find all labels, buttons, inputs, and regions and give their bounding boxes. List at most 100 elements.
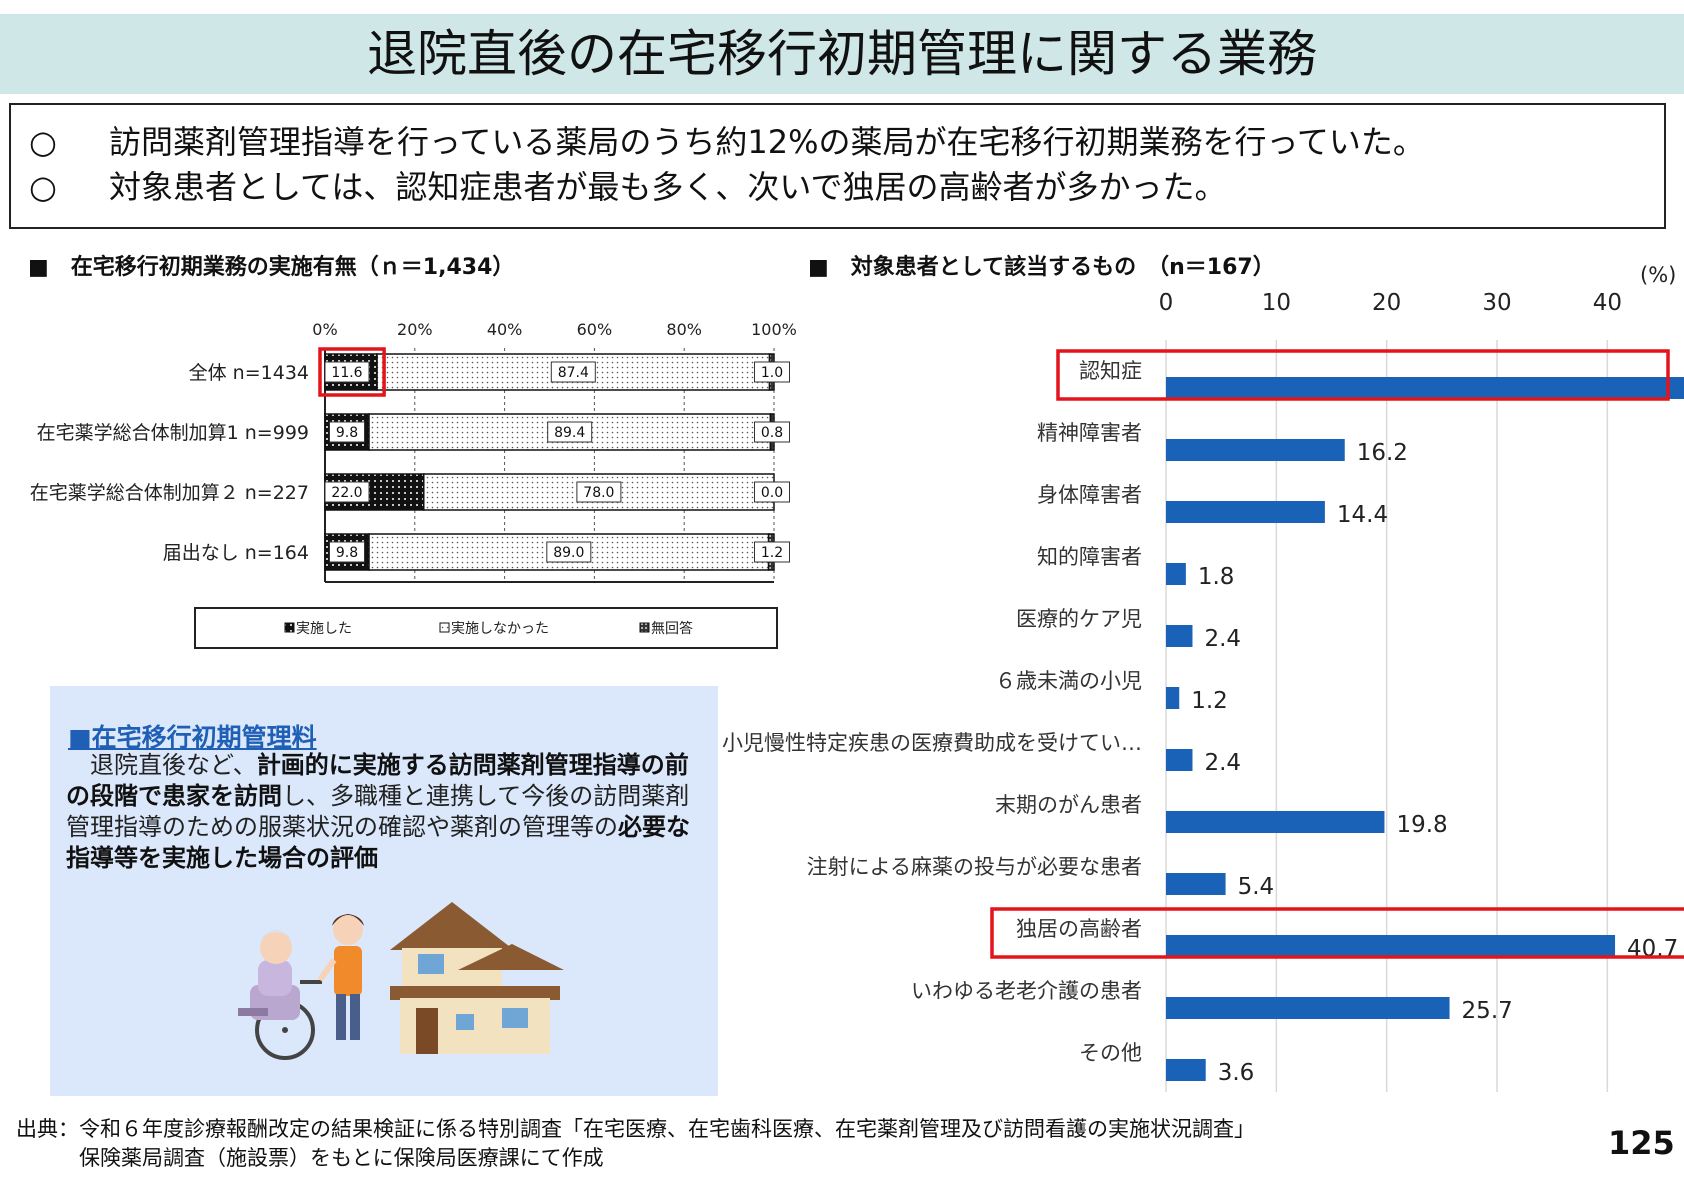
category-label: 独居の高齢者 [1016,917,1142,941]
data-label: 78.0 [583,485,614,501]
data-label: 1.2 [1191,688,1228,714]
bar [1166,749,1193,771]
info-text-segment: し、多職種と連携して今後の訪問薬剤管理指導のための服薬状況の確認や薬剤の管理等の [66,782,690,841]
page-title: 退院直後の在宅移行初期管理に関する業務 [367,25,1317,83]
category-label: 届出なし n=164 [163,542,309,564]
bar [1166,501,1325,523]
source-note: 出典：令和６年度診療報酬改定の結果検証に係る特別調査「在宅医療、在宅歯科医療、在… [16,1115,1255,1173]
data-label: 9.8 [336,425,358,441]
data-label: 1.8 [1198,564,1235,590]
data-label: 5.4 [1238,874,1275,900]
info-box-heading: ■在宅移行初期管理料 [68,723,317,752]
data-label-box [546,541,592,563]
category-label: ６歳未満の小児 [995,669,1142,693]
data-label: 16.2 [1357,440,1408,466]
x-tick-label: 20% [397,320,433,339]
bar [1166,377,1684,399]
data-label: 3.6 [1218,1060,1255,1086]
bar [1166,439,1345,461]
house-icon [390,902,564,1054]
data-label-box [754,361,790,383]
bar [1166,935,1616,957]
category-label: その他 [1079,1041,1142,1065]
data-label: 89.0 [553,545,584,561]
circle-bullet-icon: ○ [29,123,57,161]
caregiver-icon [317,914,364,1040]
wheelchair-user-icon [238,930,322,1060]
legend-swatch [639,622,650,633]
right-horizontal-bar-chart: 0102030405060認知症56.9精神障害者16.2身体障害者14.4知的… [722,290,1684,1092]
x-tick-label: 40 [1593,290,1622,316]
data-label: 2.4 [1204,626,1241,652]
data-label: 2.4 [1204,750,1241,776]
data-label: 1.0 [761,365,783,381]
data-label: 87.4 [558,365,589,381]
bar [1166,873,1226,895]
bar [1166,563,1186,585]
bar [1166,1059,1206,1081]
right-chart-heading: ■ 対象患者として該当するもの （n＝167） [808,255,1275,280]
source-line-2: 保険薬局調査（施設票）をもとに保険局医療課にて作成 [16,1146,604,1170]
info-text-segment-bold: 必要な指導等を実施した場合の評価 [66,813,690,872]
bar [1166,687,1180,709]
circle-bullet-icon: ○ [29,168,57,206]
title-bar [0,14,1684,94]
data-label: 89.4 [554,425,585,441]
info-text-segment: 退院直後など、 [66,751,257,779]
data-label-box [550,361,596,383]
x-tick-label: 80% [666,320,702,339]
category-label: 末期のがん患者 [995,793,1142,817]
summary-box: ○ 訪問薬剤管理指導を行っている薬局のうち約12%の薬局が在宅移行初期業務を行って… [9,103,1666,229]
info-box: ■在宅移行初期管理料 退院直後など、計画的に実施する訪問薬剤管理指導の前の段階で… [50,686,718,1096]
info-text-segment-bold: 計画的に実施する訪問薬剤管理指導の前の段階で患家を訪問 [66,751,689,810]
source-line-1: 出典：令和６年度診療報酬改定の結果検証に係る特別調査「在宅医療、在宅歯科医療、在… [16,1117,1255,1141]
category-label: 全体 n=1434 [189,362,309,384]
data-label: 0.0 [761,485,783,501]
x-tick-label: 0% [312,320,337,339]
legend-label: 実施しなかった [451,621,549,637]
data-label-box [547,421,593,443]
category-label: 知的障害者 [1037,545,1142,569]
data-label: 1.2 [761,545,783,561]
x-tick-label: 0 [1159,290,1174,316]
category-label: 精神障害者 [1037,421,1142,445]
summary-line-2: ○ 対象患者としては、認知症患者が最も多く、次いで独居の高齢者が多かった。 [29,162,1226,208]
data-label-box [324,481,370,503]
x-tick-label: 40% [487,320,523,339]
category-label: 注射による麻薬の投与が必要な患者 [807,855,1142,879]
bar [1166,625,1193,647]
care-illustration [238,902,564,1060]
x-tick-label: 60% [577,320,613,339]
data-label: 22.0 [331,485,362,501]
data-label-box [754,421,790,443]
data-label-box [576,481,622,503]
legend-label: 無回答 [651,620,693,637]
data-label: 11.6 [331,365,362,381]
category-label: 在宅薬学総合体制加算２ n=227 [30,482,309,504]
category-label: いわゆる老老介護の患者 [911,979,1142,1003]
bar [1166,997,1450,1019]
x-tick-label: 10 [1262,290,1291,316]
highlight-box [990,907,1684,959]
highlight-box [1056,349,1670,401]
category-label: 医療的ケア児 [1016,607,1142,631]
data-label-box [329,541,365,563]
bar [1166,811,1385,833]
summary-line-1: ○ 訪問薬剤管理指導を行っている薬局のうち約12%の薬局が在宅移行初期業務を行って… [29,117,1425,163]
data-label: 25.7 [1462,998,1513,1024]
category-label: 小児慢性特定疾患の医療費助成を受けてい… [722,731,1142,755]
legend-swatch [439,622,450,633]
category-label: 在宅薬学総合体制加算1 n=999 [37,422,309,444]
data-label-box [754,481,790,503]
x-tick-label: 100% [751,320,797,339]
page-number: 125 [1608,1124,1675,1162]
right-chart-unit: (%) [1640,263,1677,287]
data-label: 14.4 [1337,502,1388,528]
legend-label: 実施した [296,621,352,637]
category-label: 認知症 [1079,359,1142,383]
data-label-box [754,541,790,563]
category-label: 身体障害者 [1037,483,1142,507]
summary-text-2: 対象患者としては、認知症患者が最も多く、次いで独居の高齢者が多かった。 [109,168,1227,206]
x-tick-label: 20 [1372,290,1401,316]
data-label-box [324,361,370,383]
